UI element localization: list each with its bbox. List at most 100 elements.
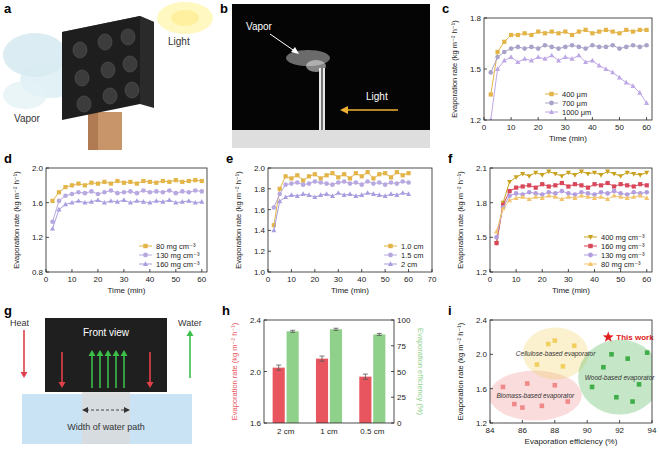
arrow-head <box>82 407 88 413</box>
marker <box>572 195 577 200</box>
x-tick <box>646 117 647 120</box>
marker <box>514 195 519 200</box>
marker <box>604 28 608 32</box>
bar <box>273 368 285 423</box>
error-cap <box>276 370 281 371</box>
marker <box>597 30 601 34</box>
x-tick-label: 10 <box>68 275 77 284</box>
marker <box>610 43 615 48</box>
marker <box>495 55 500 60</box>
series-line <box>491 55 647 120</box>
water-label: Water <box>178 318 202 328</box>
error-bar <box>290 330 295 332</box>
marker <box>187 179 191 183</box>
plot-area <box>271 170 411 232</box>
marker <box>534 186 538 190</box>
series-line <box>497 191 647 237</box>
marker <box>295 180 300 185</box>
x-tick <box>268 269 269 272</box>
x-tick-label: 70 <box>428 275 437 284</box>
y2-tick <box>391 371 394 372</box>
marker <box>307 181 312 186</box>
marker <box>625 356 630 361</box>
marker <box>406 191 411 196</box>
marker <box>561 364 566 369</box>
marker <box>108 198 113 203</box>
chart: c01020304050601.21.51.8Time (min)Evapora… <box>442 1 652 143</box>
x-tick <box>149 269 150 272</box>
legend-label: 1.5 cm <box>401 251 424 260</box>
marker <box>572 343 577 348</box>
marker <box>283 182 288 187</box>
y-tick <box>490 272 493 273</box>
error-line <box>278 365 279 370</box>
x-axis-label: Time (min) <box>108 286 146 295</box>
y-tick-label: 2.1 <box>476 164 488 173</box>
marker <box>406 180 411 185</box>
x-tick-label: 40 <box>357 275 366 284</box>
pore <box>75 70 89 86</box>
marker <box>566 194 571 199</box>
legend: 1.0 cm1.5 cm2 cm <box>384 242 424 269</box>
marker <box>603 331 614 341</box>
y-axis-label: Evaporation rate (kg m⁻² h⁻¹) <box>234 171 243 269</box>
pore <box>121 29 135 45</box>
x-tick-label: 10 <box>507 123 516 132</box>
x-axis-label: Time (min) <box>331 286 369 295</box>
error-cap <box>276 365 281 366</box>
y-axis-label: Evaporation rate (kg m⁻² h⁻¹) <box>450 20 459 118</box>
bar <box>330 329 342 423</box>
y-tick <box>490 202 493 203</box>
marker <box>638 173 643 178</box>
y-tick <box>268 251 271 252</box>
x-tick-label: 60 <box>197 275 206 284</box>
marker <box>507 189 511 193</box>
y2-tick-label: 0 <box>397 419 402 428</box>
x-tick-label: 50 <box>171 275 180 284</box>
marker <box>631 172 636 177</box>
arrow <box>270 34 296 52</box>
pore <box>77 96 91 112</box>
y-tick <box>264 371 267 372</box>
marker <box>592 171 597 176</box>
marker <box>590 385 595 390</box>
marker <box>354 171 358 175</box>
marker <box>383 171 387 175</box>
marker <box>529 58 534 63</box>
category-label: 2 cm <box>277 427 295 436</box>
marker <box>601 365 606 370</box>
y-tick <box>484 69 487 70</box>
marker <box>566 171 571 176</box>
y-tick <box>46 202 49 203</box>
marker <box>599 183 603 187</box>
marker <box>400 190 405 195</box>
marker <box>277 199 282 204</box>
marker <box>394 192 399 197</box>
marker <box>645 183 649 187</box>
marker <box>549 101 554 106</box>
marker <box>631 83 636 88</box>
chart: d01020304050600.81.21.62.0Time (min)Evap… <box>4 151 207 295</box>
marker <box>313 172 317 176</box>
marker <box>553 183 557 187</box>
y2-tick-label: 75 <box>397 342 406 351</box>
marker <box>553 172 558 177</box>
marker <box>576 53 581 58</box>
error-cap <box>290 330 295 331</box>
front-view-label: Front view <box>83 327 130 338</box>
base <box>232 130 430 148</box>
marker <box>306 192 311 197</box>
marker <box>584 28 588 32</box>
legend-label: 160 mg cm⁻³ <box>601 242 645 251</box>
marker <box>89 189 94 194</box>
legend-label: 130 mg cm⁻³ <box>156 251 200 260</box>
photo <box>232 4 430 148</box>
marker <box>278 187 282 191</box>
arrow <box>23 330 25 373</box>
marker <box>631 190 636 195</box>
marker <box>63 202 68 207</box>
y-tick <box>268 230 271 231</box>
marker <box>549 109 554 114</box>
y-tick <box>268 272 271 273</box>
marker <box>324 181 329 186</box>
